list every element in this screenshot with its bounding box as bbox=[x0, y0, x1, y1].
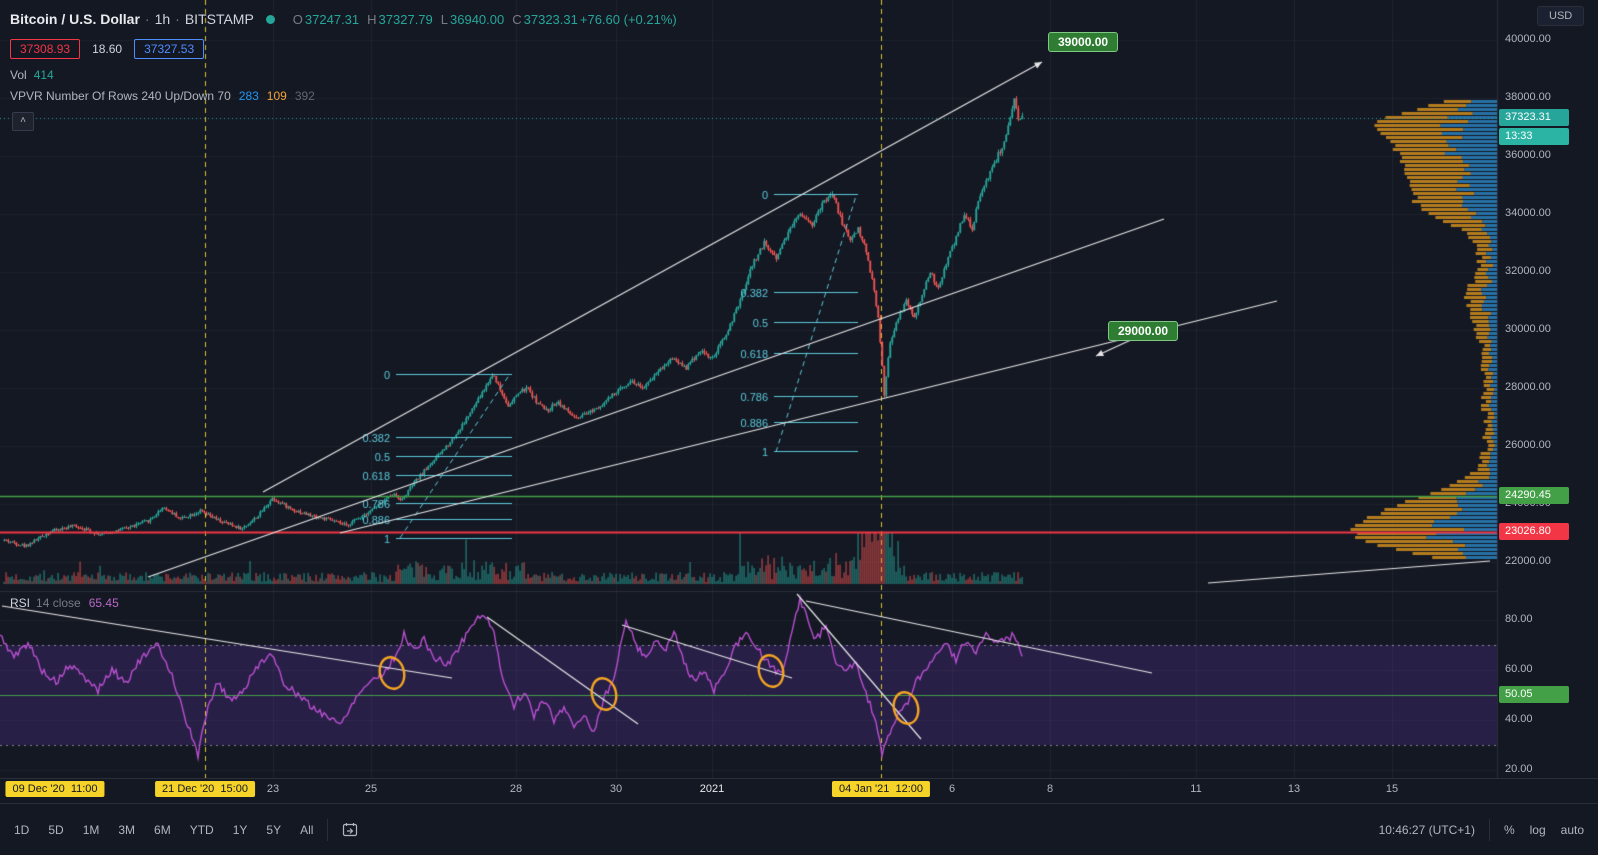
range-button-1d[interactable]: 1D bbox=[14, 822, 30, 837]
price-axis-label: 26000.00 bbox=[1505, 439, 1551, 451]
ask-price-box[interactable]: 37327.53 bbox=[134, 38, 205, 59]
price-axis-tag: 50.05 bbox=[1499, 685, 1569, 703]
price-axis-label: 30000.00 bbox=[1505, 323, 1551, 335]
separator-dot: · bbox=[144, 11, 150, 27]
range-button-5d[interactable]: 5D bbox=[48, 822, 64, 837]
vpvr-down-value: 109 bbox=[266, 89, 287, 103]
vpvr-indicator-label[interactable]: VPVR Number Of Rows 240 Up/Down 70 bbox=[10, 89, 231, 103]
price-axis-tag: 37323.31 bbox=[1499, 108, 1569, 126]
price-target-callout[interactable]: 29000.00 bbox=[1108, 321, 1179, 341]
price-axis-label: 80.00 bbox=[1505, 613, 1533, 625]
rsi-legend[interactable]: RSI 14 close 65.45 bbox=[10, 596, 119, 610]
exchange-label[interactable]: BITSTAMP bbox=[184, 11, 254, 27]
log-scale-button[interactable]: log bbox=[1529, 822, 1546, 837]
time-axis-label: 2021 bbox=[699, 783, 725, 795]
time-axis-label: 25 bbox=[364, 783, 378, 795]
toolbar-divider bbox=[1488, 818, 1490, 841]
currency-toggle-button[interactable]: USD bbox=[1537, 6, 1585, 26]
chart-legend: Bitcoin / U.S. Dollar · 1h · BITSTAMP O 37247… bbox=[10, 8, 677, 103]
price-target-callout[interactable]: 39000.00 bbox=[1048, 32, 1119, 52]
vpvr-up-value: 283 bbox=[238, 89, 259, 103]
time-axis-label: 8 bbox=[1046, 783, 1054, 795]
range-button-6m[interactable]: 6M bbox=[154, 822, 171, 837]
price-axis-label: 28000.00 bbox=[1505, 381, 1551, 393]
bottom-toolbar: 1D 5D 1M 3M 6M YTD 1Y 5Y All 10:46:27 (UTC+1) % l… bbox=[0, 803, 1598, 855]
time-axis-marker: 04 Jan '21 12:00 bbox=[831, 781, 931, 797]
price-axis-label: 22000.00 bbox=[1505, 555, 1551, 567]
price-axis-tag: 13:33 bbox=[1499, 127, 1569, 145]
clock-label[interactable]: 10:46:27 (UTC+1) bbox=[1378, 822, 1475, 837]
price-axis-label: 38000.00 bbox=[1505, 91, 1551, 103]
price-axis-tag: 23026.80 bbox=[1499, 523, 1569, 541]
price-axis-label: 40000.00 bbox=[1505, 33, 1551, 45]
rsi-name: RSI bbox=[10, 596, 31, 610]
range-button-ytd[interactable]: YTD bbox=[189, 822, 214, 837]
percent-scale-button[interactable]: % bbox=[1503, 822, 1515, 837]
change-value: +76.60 (+0.21%) bbox=[579, 11, 677, 27]
rsi-params: 14 close bbox=[36, 596, 81, 610]
spread-value: 18.60 bbox=[92, 41, 123, 56]
bid-price-box[interactable]: 37308.93 bbox=[10, 38, 81, 59]
range-button-all[interactable]: All bbox=[300, 822, 314, 837]
time-axis-label: 23 bbox=[266, 783, 280, 795]
volume-indicator-label[interactable]: Vol bbox=[10, 68, 27, 82]
time-axis-label: 30 bbox=[609, 783, 623, 795]
time-axis-label: 15 bbox=[1385, 783, 1399, 795]
separator-dot: · bbox=[175, 11, 180, 27]
time-axis-label: 13 bbox=[1287, 783, 1301, 795]
interval-label[interactable]: 1h bbox=[154, 11, 171, 27]
range-button-3m[interactable]: 3M bbox=[118, 822, 136, 837]
range-button-5y[interactable]: 5Y bbox=[266, 822, 282, 837]
auto-scale-button[interactable]: auto bbox=[1560, 822, 1584, 837]
range-button-1y[interactable]: 1Y bbox=[232, 822, 248, 837]
legend-collapse-button[interactable]: ˄ bbox=[12, 112, 34, 131]
price-axis[interactable]: 40000.00 38000.00 36000.00 34000.00 32000.00… bbox=[1497, 0, 1598, 778]
go-to-date-button[interactable] bbox=[342, 822, 359, 838]
chart-canvas[interactable] bbox=[0, 0, 1598, 778]
price-axis-label: 34000.00 bbox=[1505, 207, 1551, 219]
price-axis-label: 60.00 bbox=[1505, 663, 1533, 675]
rsi-value: 65.45 bbox=[88, 596, 119, 610]
price-axis-label: 32000.00 bbox=[1505, 265, 1551, 277]
time-axis-label: 6 bbox=[948, 783, 956, 795]
time-axis-label: 11 bbox=[1190, 783, 1202, 795]
price-axis-label: 36000.00 bbox=[1505, 149, 1551, 161]
range-button-1m[interactable]: 1M bbox=[82, 822, 100, 837]
toolbar-divider bbox=[327, 818, 329, 841]
ohlc-values: O 37247.31 H 37327.79 L 36940.00 C 37323.31 +76.… bbox=[292, 11, 677, 27]
market-status-dot bbox=[265, 14, 275, 24]
symbol-title[interactable]: Bitcoin / U.S. Dollar bbox=[10, 11, 140, 27]
go-to-date-icon bbox=[343, 822, 358, 836]
vpvr-total-value: 392 bbox=[294, 89, 315, 103]
time-axis-marker: 21 Dec '20 15:00 bbox=[155, 781, 255, 797]
price-axis-label: 40.00 bbox=[1505, 713, 1533, 725]
volume-value: 414 bbox=[33, 68, 54, 82]
time-axis-label: 28 bbox=[509, 783, 523, 795]
time-axis[interactable]: 09 Dec '20 11:00 21 Dec '20 15:00 23 25 28 30… bbox=[0, 778, 1598, 803]
price-axis-tag: 24290.45 bbox=[1499, 486, 1569, 504]
time-axis-marker: 09 Dec '20 11:00 bbox=[5, 781, 105, 797]
price-axis-label: 20.00 bbox=[1505, 763, 1533, 775]
